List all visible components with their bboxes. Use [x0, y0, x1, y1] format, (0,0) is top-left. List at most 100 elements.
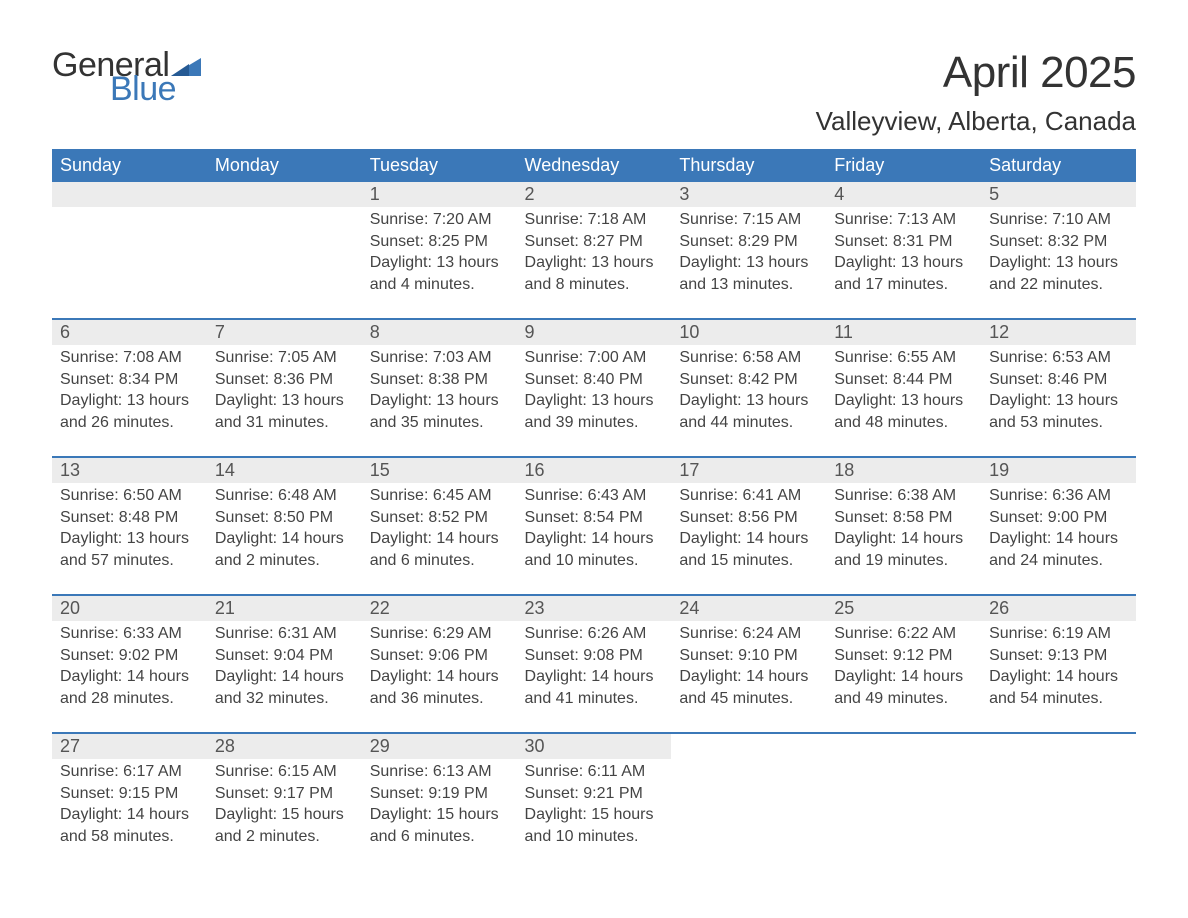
- daylight-line: Daylight: 14 hours and 49 minutes.: [834, 666, 973, 709]
- sunrise-line: Sunrise: 6:45 AM: [370, 485, 509, 507]
- day-content-row: Sunrise: 7:20 AMSunset: 8:25 PMDaylight:…: [52, 207, 1136, 319]
- day-content-cell: Sunrise: 6:48 AMSunset: 8:50 PMDaylight:…: [207, 483, 362, 595]
- logo-text-blue: Blue: [110, 72, 201, 106]
- day-content-cell: Sunrise: 7:00 AMSunset: 8:40 PMDaylight:…: [517, 345, 672, 457]
- day-content-cell: Sunrise: 6:24 AMSunset: 9:10 PMDaylight:…: [671, 621, 826, 733]
- day-number-cell: 26: [981, 595, 1136, 621]
- day-content-cell: Sunrise: 6:17 AMSunset: 9:15 PMDaylight:…: [52, 759, 207, 871]
- sunrise-line: Sunrise: 6:29 AM: [370, 623, 509, 645]
- daylight-line: Daylight: 14 hours and 36 minutes.: [370, 666, 509, 709]
- title-block: April 2025 Valleyview, Alberta, Canada: [816, 48, 1136, 137]
- sunrise-line: Sunrise: 7:00 AM: [525, 347, 664, 369]
- sunset-line: Sunset: 8:42 PM: [679, 369, 818, 391]
- day-content-cell: [826, 759, 981, 871]
- sunset-line: Sunset: 9:04 PM: [215, 645, 354, 667]
- sunset-line: Sunset: 8:34 PM: [60, 369, 199, 391]
- day-number-cell: 9: [517, 319, 672, 345]
- day-number-cell: 2: [517, 182, 672, 207]
- day-content-cell: Sunrise: 7:03 AMSunset: 8:38 PMDaylight:…: [362, 345, 517, 457]
- daylight-line: Daylight: 13 hours and 22 minutes.: [989, 252, 1128, 295]
- sunrise-line: Sunrise: 7:20 AM: [370, 209, 509, 231]
- daylight-line: Daylight: 13 hours and 39 minutes.: [525, 390, 664, 433]
- sunset-line: Sunset: 9:17 PM: [215, 783, 354, 805]
- sunrise-line: Sunrise: 7:05 AM: [215, 347, 354, 369]
- daylight-line: Daylight: 13 hours and 4 minutes.: [370, 252, 509, 295]
- day-content-cell: Sunrise: 6:33 AMSunset: 9:02 PMDaylight:…: [52, 621, 207, 733]
- day-header-row: SundayMondayTuesdayWednesdayThursdayFrid…: [52, 149, 1136, 182]
- sunrise-line: Sunrise: 7:08 AM: [60, 347, 199, 369]
- sunset-line: Sunset: 9:13 PM: [989, 645, 1128, 667]
- location: Valleyview, Alberta, Canada: [816, 106, 1136, 137]
- day-number-cell: 28: [207, 733, 362, 759]
- day-number-cell: 29: [362, 733, 517, 759]
- sunrise-line: Sunrise: 6:17 AM: [60, 761, 199, 783]
- daylight-line: Daylight: 14 hours and 6 minutes.: [370, 528, 509, 571]
- day-content-cell: [52, 207, 207, 319]
- day-content-row: Sunrise: 6:17 AMSunset: 9:15 PMDaylight:…: [52, 759, 1136, 871]
- sunset-line: Sunset: 8:31 PM: [834, 231, 973, 253]
- sunset-line: Sunset: 9:00 PM: [989, 507, 1128, 529]
- sunset-line: Sunset: 8:54 PM: [525, 507, 664, 529]
- day-number-cell: 6: [52, 319, 207, 345]
- month-title: April 2025: [816, 48, 1136, 98]
- sunrise-line: Sunrise: 6:38 AM: [834, 485, 973, 507]
- sunset-line: Sunset: 8:25 PM: [370, 231, 509, 253]
- daylight-line: Daylight: 14 hours and 28 minutes.: [60, 666, 199, 709]
- day-number-cell: [981, 733, 1136, 759]
- sunrise-line: Sunrise: 7:18 AM: [525, 209, 664, 231]
- day-number-cell: 12: [981, 319, 1136, 345]
- day-header: Monday: [207, 149, 362, 182]
- sunset-line: Sunset: 8:46 PM: [989, 369, 1128, 391]
- day-number-cell: 15: [362, 457, 517, 483]
- day-number-cell: 23: [517, 595, 672, 621]
- sunset-line: Sunset: 9:02 PM: [60, 645, 199, 667]
- day-number-cell: [671, 733, 826, 759]
- day-number-cell: 24: [671, 595, 826, 621]
- daylight-line: Daylight: 13 hours and 8 minutes.: [525, 252, 664, 295]
- daylight-line: Daylight: 13 hours and 26 minutes.: [60, 390, 199, 433]
- sunset-line: Sunset: 8:52 PM: [370, 507, 509, 529]
- sunrise-line: Sunrise: 6:48 AM: [215, 485, 354, 507]
- daylight-line: Daylight: 13 hours and 31 minutes.: [215, 390, 354, 433]
- day-content-cell: [207, 207, 362, 319]
- sunset-line: Sunset: 9:06 PM: [370, 645, 509, 667]
- daylight-line: Daylight: 14 hours and 19 minutes.: [834, 528, 973, 571]
- day-content-cell: Sunrise: 6:43 AMSunset: 8:54 PMDaylight:…: [517, 483, 672, 595]
- day-number-row: 20212223242526: [52, 595, 1136, 621]
- day-content-cell: Sunrise: 7:18 AMSunset: 8:27 PMDaylight:…: [517, 207, 672, 319]
- sunset-line: Sunset: 9:19 PM: [370, 783, 509, 805]
- day-number-cell: 30: [517, 733, 672, 759]
- day-content-cell: Sunrise: 6:55 AMSunset: 8:44 PMDaylight:…: [826, 345, 981, 457]
- sunrise-line: Sunrise: 6:41 AM: [679, 485, 818, 507]
- day-content-cell: [981, 759, 1136, 871]
- daylight-line: Daylight: 13 hours and 44 minutes.: [679, 390, 818, 433]
- day-content-row: Sunrise: 6:50 AMSunset: 8:48 PMDaylight:…: [52, 483, 1136, 595]
- day-number-cell: 19: [981, 457, 1136, 483]
- day-number-row: 6789101112: [52, 319, 1136, 345]
- sunset-line: Sunset: 8:50 PM: [215, 507, 354, 529]
- day-content-cell: Sunrise: 6:50 AMSunset: 8:48 PMDaylight:…: [52, 483, 207, 595]
- day-number-cell: 17: [671, 457, 826, 483]
- day-number-cell: 7: [207, 319, 362, 345]
- daylight-line: Daylight: 13 hours and 53 minutes.: [989, 390, 1128, 433]
- sunset-line: Sunset: 8:27 PM: [525, 231, 664, 253]
- day-number-cell: [207, 182, 362, 207]
- sunrise-line: Sunrise: 6:24 AM: [679, 623, 818, 645]
- daylight-line: Daylight: 14 hours and 54 minutes.: [989, 666, 1128, 709]
- sunrise-line: Sunrise: 6:15 AM: [215, 761, 354, 783]
- daylight-line: Daylight: 13 hours and 17 minutes.: [834, 252, 973, 295]
- day-content-cell: Sunrise: 7:05 AMSunset: 8:36 PMDaylight:…: [207, 345, 362, 457]
- calendar-table: SundayMondayTuesdayWednesdayThursdayFrid…: [52, 149, 1136, 871]
- sunrise-line: Sunrise: 6:22 AM: [834, 623, 973, 645]
- sunset-line: Sunset: 9:08 PM: [525, 645, 664, 667]
- day-content-cell: Sunrise: 7:08 AMSunset: 8:34 PMDaylight:…: [52, 345, 207, 457]
- sunset-line: Sunset: 8:38 PM: [370, 369, 509, 391]
- day-number-cell: 18: [826, 457, 981, 483]
- sunset-line: Sunset: 8:32 PM: [989, 231, 1128, 253]
- day-content-cell: [671, 759, 826, 871]
- day-content-cell: Sunrise: 6:58 AMSunset: 8:42 PMDaylight:…: [671, 345, 826, 457]
- day-number-cell: 3: [671, 182, 826, 207]
- sunrise-line: Sunrise: 6:55 AM: [834, 347, 973, 369]
- day-number-cell: 27: [52, 733, 207, 759]
- day-number-cell: [52, 182, 207, 207]
